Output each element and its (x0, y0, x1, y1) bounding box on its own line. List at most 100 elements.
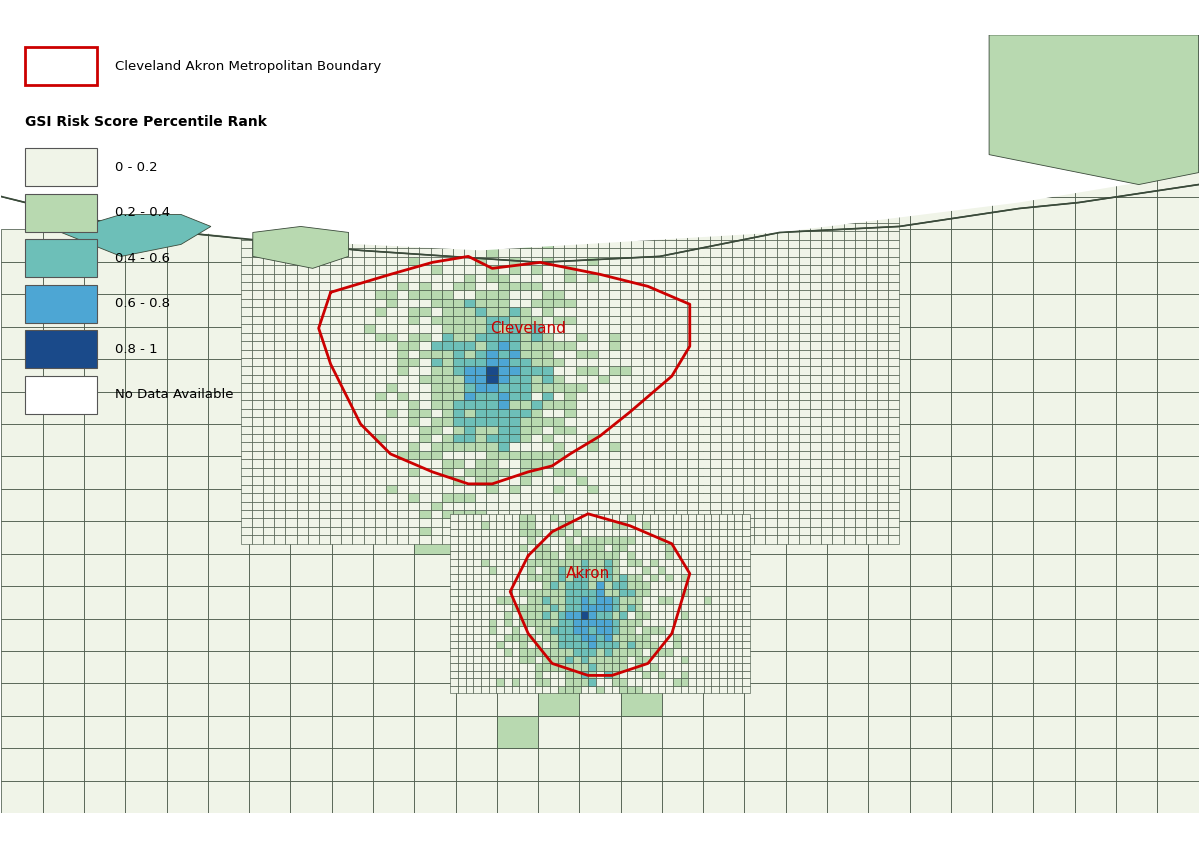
Bar (574, 514, 581, 522)
Bar (527, 589, 535, 596)
Bar (787, 443, 799, 451)
Bar (511, 686, 520, 694)
Bar (665, 265, 676, 274)
Bar (341, 223, 353, 232)
Bar (553, 349, 564, 358)
Bar (481, 649, 488, 656)
Polygon shape (1, 5, 1199, 250)
Bar (414, 618, 456, 651)
Bar (473, 589, 481, 596)
Bar (742, 686, 750, 694)
Bar (787, 257, 799, 265)
Bar (665, 536, 673, 544)
Bar (799, 493, 810, 501)
Bar (888, 307, 899, 315)
Bar (1075, 132, 1116, 165)
Bar (458, 573, 466, 581)
Bar (374, 510, 386, 518)
Bar (612, 581, 619, 589)
Bar (703, 716, 744, 748)
Bar (464, 298, 475, 307)
Bar (43, 392, 84, 424)
Bar (397, 257, 408, 265)
Bar (275, 215, 286, 223)
Bar (755, 315, 766, 324)
Bar (712, 633, 719, 641)
Bar (241, 493, 252, 501)
Bar (786, 522, 827, 554)
Bar (680, 678, 689, 686)
Bar (854, 240, 866, 248)
Bar (650, 663, 658, 671)
Bar (464, 332, 475, 341)
Bar (866, 324, 877, 332)
Bar (386, 341, 397, 349)
Bar (1116, 748, 1157, 781)
Bar (364, 341, 374, 349)
Bar (676, 493, 688, 501)
Bar (542, 633, 550, 641)
Bar (466, 641, 473, 649)
Bar (950, 294, 992, 326)
Bar (888, 417, 899, 426)
Bar (727, 663, 734, 671)
Bar (888, 375, 899, 383)
Bar (488, 544, 497, 551)
Bar (844, 501, 854, 510)
Polygon shape (253, 226, 348, 268)
Bar (330, 223, 341, 232)
Bar (844, 257, 854, 265)
Bar (654, 383, 665, 392)
Bar (373, 360, 414, 392)
Bar (821, 307, 833, 315)
Text: Cleveland: Cleveland (491, 321, 566, 336)
Bar (364, 409, 374, 417)
Bar (442, 443, 452, 451)
Bar (654, 257, 665, 265)
Bar (286, 358, 296, 366)
Bar (658, 529, 665, 536)
Bar (504, 656, 511, 663)
Bar (574, 529, 581, 536)
Bar (703, 781, 744, 813)
Bar (786, 716, 827, 748)
Bar (833, 307, 844, 315)
Bar (553, 215, 564, 223)
Bar (703, 596, 712, 604)
Bar (755, 400, 766, 409)
Bar (696, 656, 703, 663)
Bar (588, 544, 596, 551)
Bar (486, 392, 498, 400)
Bar (532, 501, 542, 510)
Bar (241, 265, 252, 274)
Bar (721, 392, 732, 400)
Bar (564, 332, 576, 341)
Bar (558, 686, 565, 694)
Bar (810, 223, 821, 232)
Bar (542, 518, 553, 527)
Bar (564, 298, 576, 307)
Bar (766, 451, 776, 460)
Bar (676, 535, 688, 544)
Bar (631, 324, 643, 332)
Bar (84, 651, 125, 683)
Bar (374, 358, 386, 366)
Bar (588, 604, 596, 611)
Bar (642, 671, 650, 678)
Bar (787, 392, 799, 400)
Bar (442, 527, 452, 535)
Bar (665, 581, 673, 589)
Bar (542, 434, 553, 443)
Bar (386, 493, 397, 501)
Bar (712, 551, 719, 559)
Text: 0.2 - 0.4: 0.2 - 0.4 (115, 206, 170, 220)
Bar (604, 604, 612, 611)
Bar (408, 535, 420, 544)
Bar (719, 618, 727, 626)
Bar (719, 678, 727, 686)
Bar (527, 536, 535, 544)
Bar (766, 426, 776, 434)
Bar (1075, 683, 1116, 716)
Bar (676, 223, 688, 232)
Bar (498, 341, 509, 349)
